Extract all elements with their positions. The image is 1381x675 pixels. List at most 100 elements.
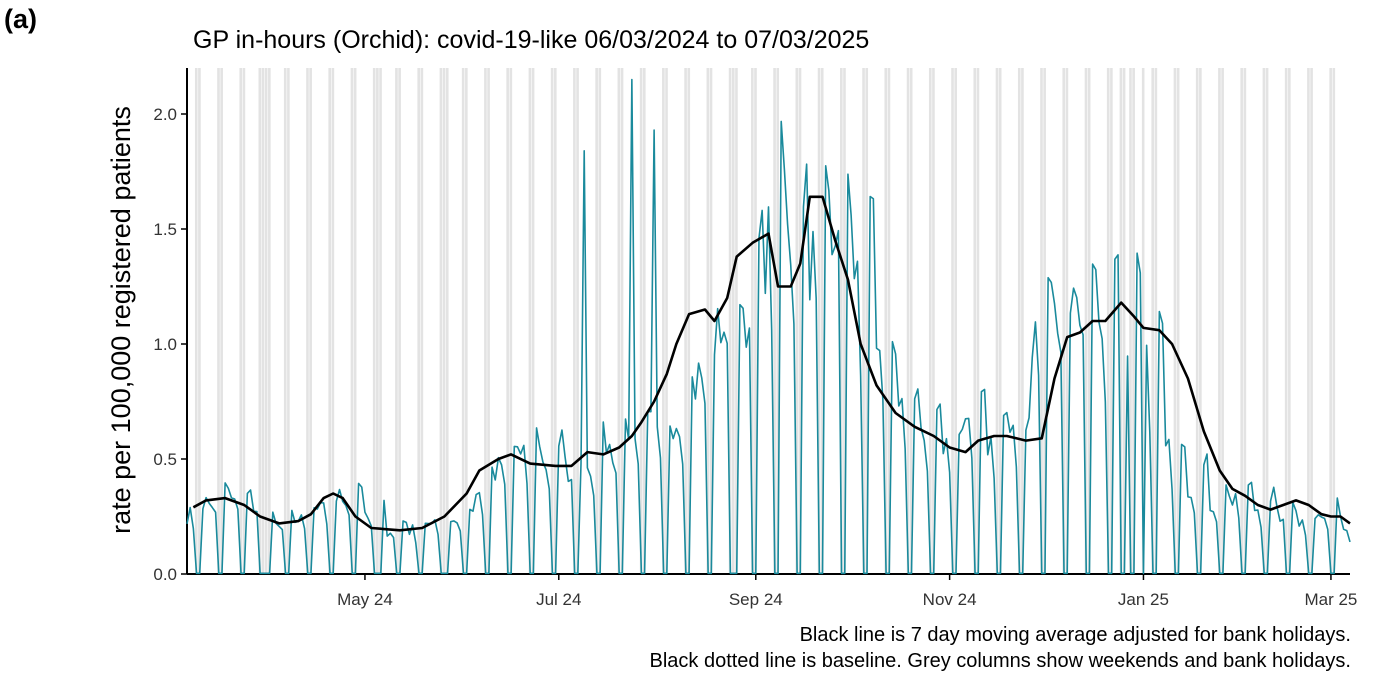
y-tick-label: 1.0 [153, 335, 177, 354]
weekend-column [1040, 68, 1043, 574]
weekend-column [509, 68, 513, 574]
weekend-column [309, 68, 312, 574]
weekend-column [268, 68, 271, 574]
weekend-column [843, 68, 846, 574]
weekend-column [1307, 68, 1310, 574]
y-axis: 0.0 0.5 1.0 1.5 2.0 [153, 68, 188, 584]
weekend-column [1062, 68, 1066, 574]
weekend-column [550, 68, 554, 574]
weekend-column [887, 68, 891, 574]
weekend-column [773, 68, 776, 574]
weekend-column [795, 68, 799, 574]
weekend-column [283, 68, 287, 574]
weekend-column [1017, 68, 1021, 574]
weekend-column [906, 68, 910, 574]
weekend-column [976, 68, 980, 574]
weekend-column [328, 68, 332, 574]
weekend-column [1129, 68, 1132, 574]
weekend-column [528, 68, 532, 574]
chart-title: GP in-hours (Orchid): covid-19-like 06/0… [193, 26, 869, 54]
weekend-column [706, 68, 710, 574]
weekend-column [1221, 68, 1224, 574]
weekend-column [353, 68, 357, 574]
y-tick-label: 1.5 [153, 220, 177, 239]
y-axis-label: rate per 100,000 registered patients [106, 106, 136, 534]
weekend-column [1195, 68, 1199, 574]
weekend-column [306, 68, 309, 574]
weekend-column [1329, 68, 1332, 574]
weekend-column [598, 68, 602, 574]
caption-line-2: Black dotted line is baseline. Grey colu… [649, 650, 1351, 672]
weekend-column [261, 68, 265, 574]
weekend-column [862, 68, 865, 574]
weekend-column [506, 68, 509, 574]
caption-line-1: Black line is 7 day moving average adjus… [799, 624, 1351, 646]
weekend-column [865, 68, 869, 574]
weekend-column [642, 68, 646, 574]
weekend-column [465, 68, 468, 574]
weekend-column [445, 68, 449, 574]
weekend-column [1262, 68, 1266, 574]
weekend-column [1218, 68, 1221, 574]
weekend-column [1176, 68, 1180, 574]
weekend-column [1021, 68, 1024, 574]
series-layer [186, 78, 1351, 575]
x-tick-label: Jul 24 [536, 590, 581, 609]
x-tick-label: Sep 24 [729, 590, 783, 609]
weekend-column [1243, 68, 1247, 574]
weekend-column [932, 68, 935, 574]
weekend-column [258, 68, 262, 574]
weekend-column [442, 68, 446, 574]
weekend-column [1288, 68, 1291, 574]
daily-series-line [186, 78, 1351, 575]
weekend-column [665, 68, 668, 574]
weekend-column [735, 68, 738, 574]
weekend-column [1151, 68, 1155, 574]
weekend-column [398, 68, 401, 574]
weekend-column [372, 68, 376, 574]
weekend-column [909, 68, 913, 574]
x-tick-label: May 24 [337, 590, 393, 609]
weekend-column [198, 68, 201, 574]
weekend-column [461, 68, 465, 574]
weekend-column [1265, 68, 1269, 574]
weekend-column [1106, 68, 1110, 574]
weekend-column [395, 68, 398, 574]
weekend-column [217, 68, 220, 574]
weekend-column [998, 68, 1002, 574]
weekend-column [439, 68, 443, 574]
weekend-column [1310, 68, 1313, 574]
weekend-column [1065, 68, 1069, 574]
weekend-column [754, 68, 757, 574]
weekend-column [1141, 68, 1145, 574]
weekend-columns [194, 68, 1336, 574]
weekend-column [709, 68, 713, 574]
moving-average-line [192, 195, 1351, 532]
weekend-column [928, 68, 932, 574]
weekend-column [379, 68, 382, 574]
weekend-column [731, 68, 735, 574]
weekend-column [1110, 68, 1113, 574]
weekend-column [531, 68, 535, 574]
weekend-column [220, 68, 223, 574]
panel-label: (a) [4, 4, 37, 34]
weekend-column [1119, 68, 1123, 574]
weekend-column [554, 68, 557, 574]
weekend-column [639, 68, 643, 574]
weekend-column [1332, 68, 1336, 574]
weekend-column [242, 68, 246, 574]
y-tick-label: 0.5 [153, 450, 177, 469]
y-tick-label: 2.0 [153, 105, 177, 124]
weekend-column [264, 68, 268, 574]
weekend-column [194, 68, 198, 574]
weekend-column [776, 68, 780, 574]
weekend-column [1173, 68, 1177, 574]
weekend-column [287, 68, 290, 574]
weekend-column [573, 68, 576, 574]
weekend-column [973, 68, 977, 574]
y-tick-label: 0.0 [153, 565, 177, 584]
weekend-column [1043, 68, 1046, 574]
weekend-column [617, 68, 621, 574]
x-tick-label: Jan 25 [1118, 590, 1169, 609]
weekend-column [840, 68, 843, 574]
